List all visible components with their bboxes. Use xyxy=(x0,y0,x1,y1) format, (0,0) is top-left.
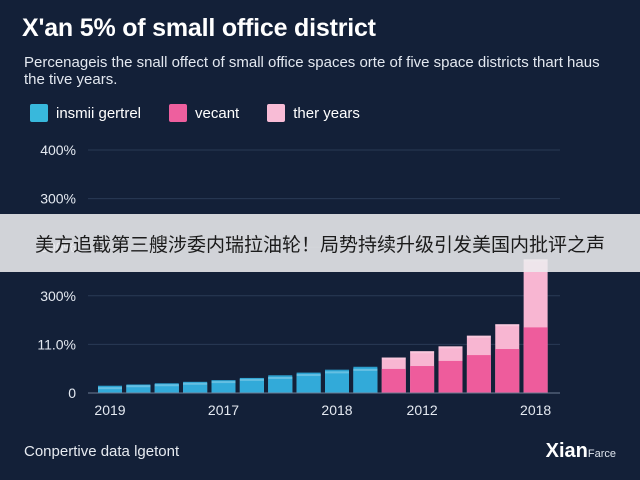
bar-segment xyxy=(523,327,548,393)
bar-segment xyxy=(239,377,264,393)
bar-highlight xyxy=(98,387,122,390)
y-tick-label: 300% xyxy=(40,288,76,304)
x-tick-label: 2018 xyxy=(520,402,551,418)
bar-segment xyxy=(268,375,293,393)
legend-label: ther years xyxy=(293,104,360,122)
bar-highlight xyxy=(126,385,151,388)
news-banner: 美方追截第三艘涉委内瑞拉油轮！局势持续升级引发美国内批评之声 xyxy=(0,214,640,272)
y-tick-label: 0 xyxy=(68,385,76,401)
legend-item-insmii-gertrel: insmii gertrel xyxy=(30,104,141,122)
bar-segment xyxy=(154,383,179,393)
brand-name: Xian xyxy=(545,440,588,462)
bar-highlight xyxy=(495,324,520,327)
bar-segment xyxy=(353,366,378,393)
bar-highlight xyxy=(410,351,435,354)
bar-highlight xyxy=(211,381,236,384)
bar-segment xyxy=(183,381,208,393)
legend-item-vecant: vecant xyxy=(169,104,239,122)
legend: insmii gertrel vecant ther years xyxy=(30,104,360,122)
bar-segment xyxy=(98,385,122,393)
x-tick-label: 2019 xyxy=(94,402,125,418)
bar-highlight xyxy=(466,335,491,338)
legend-item-ther-years: ther years xyxy=(267,104,360,122)
bar-highlight xyxy=(353,368,378,371)
bar-segment xyxy=(381,368,406,393)
bar-highlight xyxy=(268,376,293,379)
bar-highlight xyxy=(381,357,406,360)
bar-segment xyxy=(126,384,151,393)
bar-highlight xyxy=(154,384,179,387)
bar-highlight xyxy=(239,378,264,381)
brand-suffix: Farce xyxy=(587,448,616,460)
bar-segment xyxy=(466,355,491,393)
footer-note: Conpertive data lgetont xyxy=(24,443,180,460)
bar-highlight xyxy=(438,346,463,349)
legend-label: insmii gertrel xyxy=(56,104,142,122)
legend-swatch xyxy=(267,104,286,122)
y-tick-label: 400% xyxy=(40,142,76,158)
chart-title: X'an 5% of small office district xyxy=(22,14,376,42)
bar-segment xyxy=(296,372,321,393)
y-tick-label: 300% xyxy=(40,191,76,207)
legend-label: vecant xyxy=(195,104,240,122)
x-tick-label: 2012 xyxy=(407,402,438,418)
bar-segment xyxy=(211,380,236,393)
bar-highlight xyxy=(183,382,208,385)
bar-segment xyxy=(438,360,463,393)
bar-highlight xyxy=(296,374,321,377)
bar-segment xyxy=(410,366,435,393)
chart-subtitle: Percenageis the snall offect of small of… xyxy=(24,54,600,88)
banner-text: 美方追截第三艘涉委内瑞拉油轮！局势持续升级引发美国内批评之声 xyxy=(34,233,605,256)
bar-highlight xyxy=(325,371,349,374)
legend-swatch xyxy=(30,104,48,122)
y-tick-label: 11.0% xyxy=(37,336,76,352)
legend-swatch xyxy=(169,104,188,122)
bar-segment xyxy=(325,369,349,393)
bar-chart: 011.0%300%300%300%400%201920172018201220… xyxy=(37,142,560,418)
bar-segment xyxy=(495,349,520,393)
brand-logo: XianFarce xyxy=(546,440,616,463)
x-tick-label: 2018 xyxy=(321,402,352,418)
x-tick-label: 2017 xyxy=(208,402,239,418)
